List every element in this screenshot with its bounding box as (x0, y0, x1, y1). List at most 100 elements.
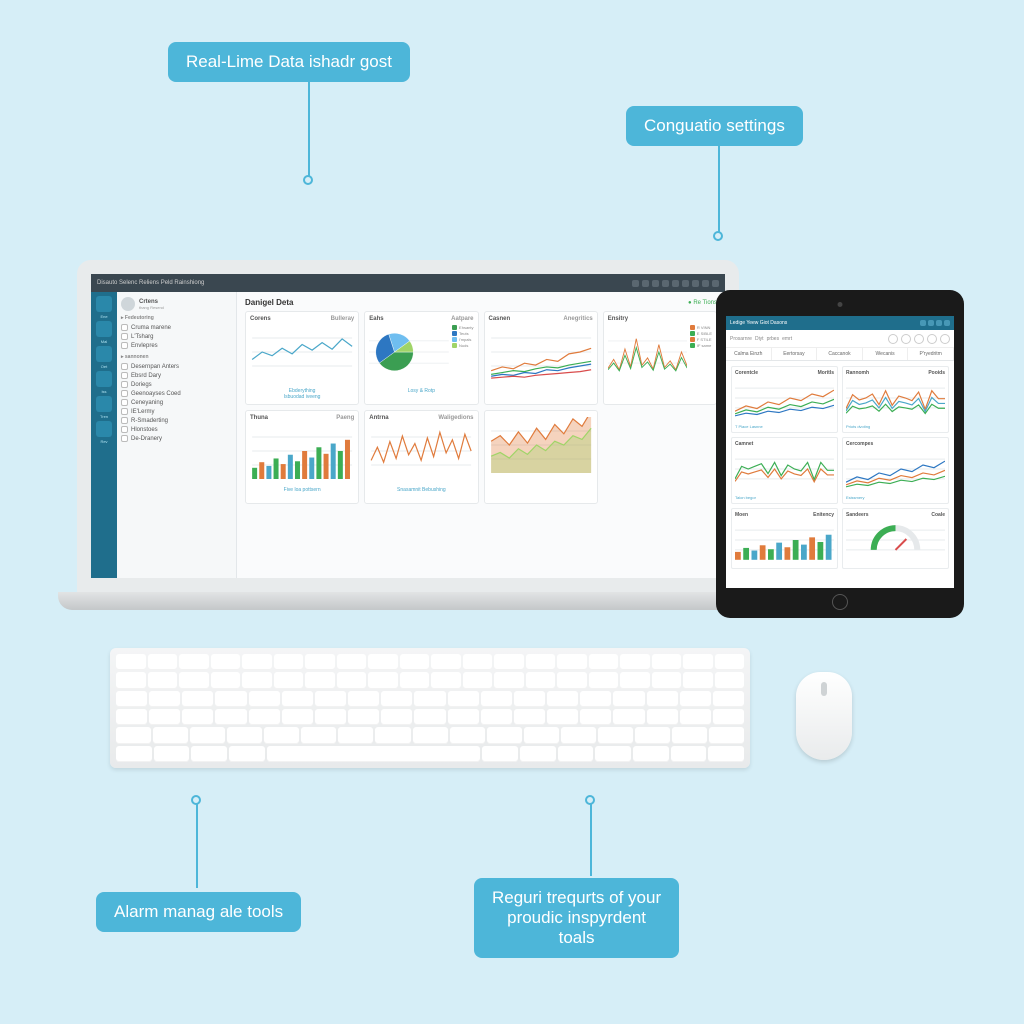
checkbox-icon[interactable] (121, 426, 128, 433)
side-group-header[interactable]: ▸ Fedeutoring (121, 315, 232, 321)
tab[interactable]: P'ryedritm (908, 348, 954, 360)
tablet-top-icon[interactable] (920, 320, 926, 326)
keyboard-key (680, 709, 711, 725)
card-footer-link[interactable]: Snasamnit Bebushing (369, 487, 473, 493)
tablet-top-icon[interactable] (928, 320, 934, 326)
checkbox-icon[interactable] (121, 435, 128, 442)
dashboard-card[interactable] (484, 410, 598, 504)
keyboard-key (633, 746, 669, 762)
side-item[interactable]: L'Tsharg (121, 332, 232, 341)
tablet-card[interactable]: CorentcleMoritlsT Place Lasnne (731, 366, 838, 433)
checkbox-icon[interactable] (121, 408, 128, 415)
tablet-card[interactable]: SandeersCoale (842, 508, 949, 569)
topbar-icon[interactable] (642, 280, 649, 287)
checkbox-icon[interactable] (121, 333, 128, 340)
card-footer-link[interactable]: Ebderything Isbuodad iveeng (250, 388, 354, 400)
keyboard-key (481, 691, 512, 707)
tool-circle-icon[interactable] (914, 334, 924, 344)
card-subtitle: Anegritics (563, 316, 592, 322)
tablet-card[interactable]: CercompesEsissmery (842, 437, 949, 504)
user-block[interactable]: Crtens thang Resend (121, 297, 232, 311)
checkbox-icon[interactable] (121, 417, 128, 424)
tab[interactable]: Wecanis (863, 348, 909, 360)
side-item[interactable]: Ebsrd Dary (121, 371, 232, 380)
tool-circle-icon[interactable] (901, 334, 911, 344)
checkbox-icon[interactable] (121, 372, 128, 379)
tool-circle-icon[interactable] (927, 334, 937, 344)
checkbox-icon[interactable] (121, 324, 128, 331)
topbar-icon[interactable] (712, 280, 719, 287)
tablet-card[interactable]: MoenEnitency (731, 508, 838, 569)
side-item[interactable]: Desernpan Anters (121, 362, 232, 371)
keyboard-key (715, 672, 745, 688)
side-item[interactable]: Ceneyaning (121, 398, 232, 407)
keyboard-key (301, 727, 336, 743)
keyboard-key (215, 691, 246, 707)
keyboard-key (580, 709, 611, 725)
card-footer-link[interactable]: Losy & Rotp (369, 388, 473, 394)
side-item[interactable]: Envlepres (121, 341, 232, 350)
dashboard-card[interactable]: EahsAatpareEhsantyTeutsl'mpalsNudsLosy &… (364, 311, 478, 405)
tcard-footer: T Place Lasnne (735, 424, 834, 429)
side-item[interactable]: De-Dranery (121, 434, 232, 443)
card-footer-link[interactable]: Five loa pottsern (250, 487, 354, 493)
dashboard-card[interactable]: AntrnaWaligedionsSnasamnit Bebushing (364, 410, 478, 504)
dashboard-card[interactable]: CorensBullerayEbderything Isbuodad iveen… (245, 311, 359, 405)
tab[interactable]: Caccanok (817, 348, 863, 360)
topbar-icon[interactable] (662, 280, 669, 287)
topbar-icon[interactable] (682, 280, 689, 287)
card-title: Ensitry (608, 316, 628, 322)
checkbox-icon[interactable] (121, 342, 128, 349)
topbar-icon[interactable] (652, 280, 659, 287)
dashboard-card[interactable]: ThunaPaengFive loa pottsern (245, 410, 359, 504)
keyboard-key (274, 672, 304, 688)
rail-icon[interactable] (96, 321, 112, 337)
card-title: Casnen (489, 316, 511, 322)
card-subtitle: Bulleray (331, 316, 355, 322)
keyboard-key (249, 691, 280, 707)
dashboard-card[interactable]: EnsitryR VINNE SIBLEF STILEIF same (603, 311, 717, 405)
rail-icon[interactable] (96, 421, 112, 437)
side-item[interactable]: Geenoayses Coed (121, 389, 232, 398)
card-subtitle: Aatpare (451, 316, 473, 322)
tablet-top-icon[interactable] (944, 320, 950, 326)
side-item[interactable]: Doriegs (121, 380, 232, 389)
rail-icon[interactable] (96, 346, 112, 362)
tablet-card[interactable]: CamnetTalon begor (731, 437, 838, 504)
checkbox-icon[interactable] (121, 399, 128, 406)
tool-label[interactable]: prbes (767, 336, 780, 342)
tool-circle-icon[interactable] (940, 334, 950, 344)
topbar-icon[interactable] (692, 280, 699, 287)
keyboard-key (580, 691, 611, 707)
rail-icon[interactable] (96, 371, 112, 387)
side-item[interactable]: IE'Lermy (121, 407, 232, 416)
side-group-header[interactable]: ▸ sannonen (121, 354, 232, 360)
tablet-top-icon[interactable] (936, 320, 942, 326)
tab[interactable]: Calma Einzh (726, 348, 772, 360)
checkbox-icon[interactable] (121, 381, 128, 388)
tool-label[interactable]: Diyt (755, 336, 764, 342)
rail-icon[interactable] (96, 296, 112, 312)
tool-label[interactable]: emrt (782, 336, 792, 342)
side-item[interactable]: R-Smaderting (121, 416, 232, 425)
keyboard-key (620, 654, 650, 670)
tablet-card[interactable]: RannomhPooidsPriots dvoting (842, 366, 949, 433)
topbar-icon[interactable] (672, 280, 679, 287)
checkbox-icon[interactable] (121, 363, 128, 370)
keyboard-key (368, 672, 398, 688)
dashboard-card[interactable]: Casnen Anegritics (484, 311, 598, 405)
tool-label[interactable]: Prosarnre (730, 336, 752, 342)
topbar-icon[interactable] (702, 280, 709, 287)
keyboard-key (315, 709, 346, 725)
tool-circle-icon[interactable] (888, 334, 898, 344)
tablet-home-button[interactable] (832, 594, 848, 610)
side-item[interactable]: Hlonstoes (121, 425, 232, 434)
laptop-device: Disauto Selenc Reliens Peld Rainshiong E… (58, 260, 758, 610)
rail-icon[interactable] (96, 396, 112, 412)
checkbox-icon[interactable] (121, 390, 128, 397)
keyboard-key (635, 727, 670, 743)
side-item[interactable]: Cruma marene (121, 323, 232, 332)
topbar-icon[interactable] (632, 280, 639, 287)
tab[interactable]: Eertorsay (772, 348, 818, 360)
tablet-screen: Ledige Yeew Giot Dasons Prosarnre Diyt p… (726, 316, 954, 588)
